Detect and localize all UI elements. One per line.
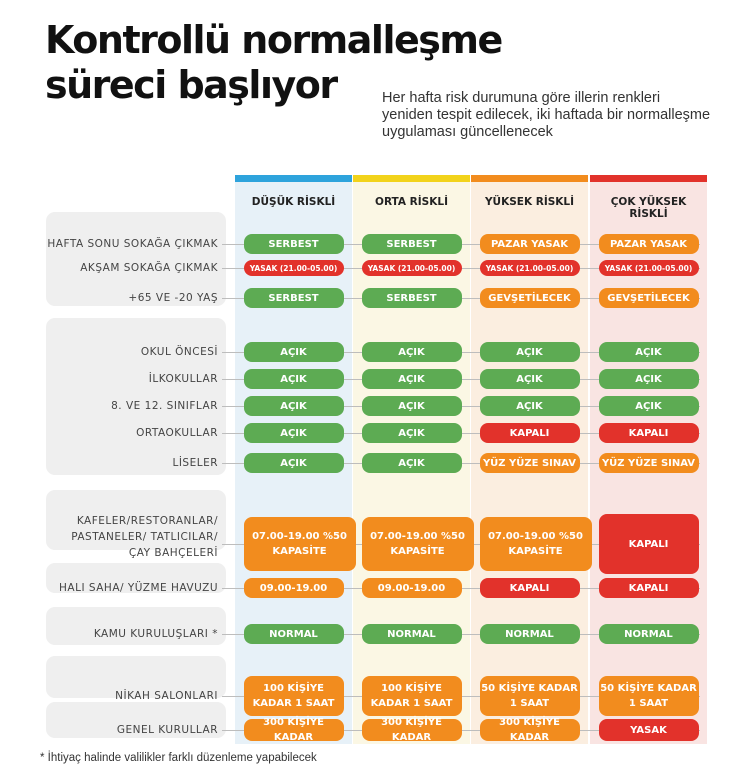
footnote: * İhtiyaç halinde valilikler farklı düze… [40,752,317,764]
status-pill: GEVŞETİLECEK [598,288,699,308]
risk-column-header: ÇOK YÜKSEK RİSKLİ [610,196,687,220]
row-label: KAMU KURULUŞLARI * [93,628,218,640]
status-pill: NORMAL [598,624,699,644]
status-pill: YASAK (21.00-05.00) [361,260,462,276]
status-pill: AÇIK [598,396,699,416]
label-group-box [46,490,226,550]
status-pill: AÇIK [479,342,580,362]
row-label: GENEL KURULLAR [116,724,218,736]
status-pill: YASAK (21.00-05.00) [479,260,580,276]
row-label: OKUL ÖNCESİ [140,346,218,358]
status-pill: 07.00-19.00 %50 KAPASİTE [479,517,592,571]
status-pill: 50 KİŞİYE KADAR 1 SAAT [598,676,699,716]
status-pill: 50 KİŞİYE KADAR 1 SAAT [479,676,580,716]
status-pill: 07.00-19.00 %50 KAPASİTE [243,517,356,571]
row-label: NİKAH SALONLARI [115,690,218,702]
status-pill: YASAK (21.00-05.00) [243,260,344,276]
status-pill: SERBEST [243,288,344,308]
status-pill: NORMAL [361,624,462,644]
status-pill: SERBEST [361,234,462,254]
status-pill: AÇIK [243,453,344,473]
status-pill: AÇIK [479,369,580,389]
status-pill: 07.00-19.00 %50 KAPASİTE [361,517,474,571]
page-subtitle: Her hafta risk durumuna göre illerin ren… [382,90,711,140]
label-group-box [46,318,226,475]
status-pill: NORMAL [243,624,344,644]
status-pill: AÇIK [598,369,699,389]
status-pill: 300 KİŞİYE KADAR [361,717,462,743]
status-pill: AÇIK [361,396,462,416]
label-group-box [46,212,226,306]
row-label: İLKOKULLAR [148,373,218,385]
status-pill: YÜZ YÜZE SINAV [598,453,699,473]
status-pill: PAZAR YASAK [598,234,699,254]
status-pill: AÇIK [361,369,462,389]
row-label: ORTAOKULLAR [136,427,218,439]
status-pill: AÇIK [361,342,462,362]
status-pill: AÇIK [243,342,344,362]
row-label: +65 VE -20 YAŞ [128,292,218,304]
risk-column-color-bar [353,175,470,182]
row-label: 8. VE 12. SINIFLAR [111,400,218,412]
status-pill: AÇIK [243,396,344,416]
status-pill: 300 KİŞİYE KADAR [243,717,344,743]
status-pill: AÇIK [479,396,580,416]
status-pill: 300 KİŞİYE KADAR [479,717,580,743]
label-group-box [46,702,226,738]
label-group-box [46,656,226,698]
status-pill: AÇIK [361,423,462,443]
status-pill: KAPALI [598,423,699,443]
status-pill: 09.00-19.00 [243,578,344,598]
status-pill: PAZAR YASAK [479,234,580,254]
status-pill: KAPALI [598,514,699,574]
page-title: Kontrollü normalleşme süreci başlıyor [45,18,503,107]
label-group-box [46,607,226,645]
risk-column-header: YÜKSEK RİSKLİ [484,196,575,208]
row-label: LİSELER [172,457,218,469]
status-pill: AÇIK [361,453,462,473]
row-label: HALI SAHA/ YÜZME HAVUZU [59,582,218,594]
status-pill: KAPALI [479,423,580,443]
risk-column-header: DÜŞÜK RİSKLİ [251,196,336,208]
status-pill: AÇIK [243,423,344,443]
risk-column-color-bar [235,175,352,182]
risk-column-header: ORTA RİSKLİ [375,196,448,208]
status-pill: NORMAL [479,624,580,644]
status-pill: KAPALI [598,578,699,598]
status-pill: 09.00-19.00 [361,578,462,598]
row-label: KAFELER/RESTORANLAR/ PASTANELER/ TATLICI… [71,515,218,559]
row-label: HAFTA SONU SOKAĞA ÇIKMAK [47,238,218,250]
status-pill: SERBEST [361,288,462,308]
status-pill: 100 KİŞİYE KADAR 1 SAAT [243,676,344,716]
risk-column-color-bar [590,175,707,182]
risk-column-color-bar [471,175,588,182]
status-pill: YASAK [598,719,699,741]
status-pill: YASAK (21.00-05.00) [598,260,699,276]
status-pill: GEVŞETİLECEK [479,288,580,308]
status-pill: SERBEST [243,234,344,254]
row-label: AKŞAM SOKAĞA ÇIKMAK [80,262,218,274]
status-pill: KAPALI [479,578,580,598]
status-pill: YÜZ YÜZE SINAV [479,453,580,473]
status-pill: 100 KİŞİYE KADAR 1 SAAT [361,676,462,716]
status-pill: AÇIK [243,369,344,389]
status-pill: AÇIK [598,342,699,362]
label-group-box [46,563,226,593]
